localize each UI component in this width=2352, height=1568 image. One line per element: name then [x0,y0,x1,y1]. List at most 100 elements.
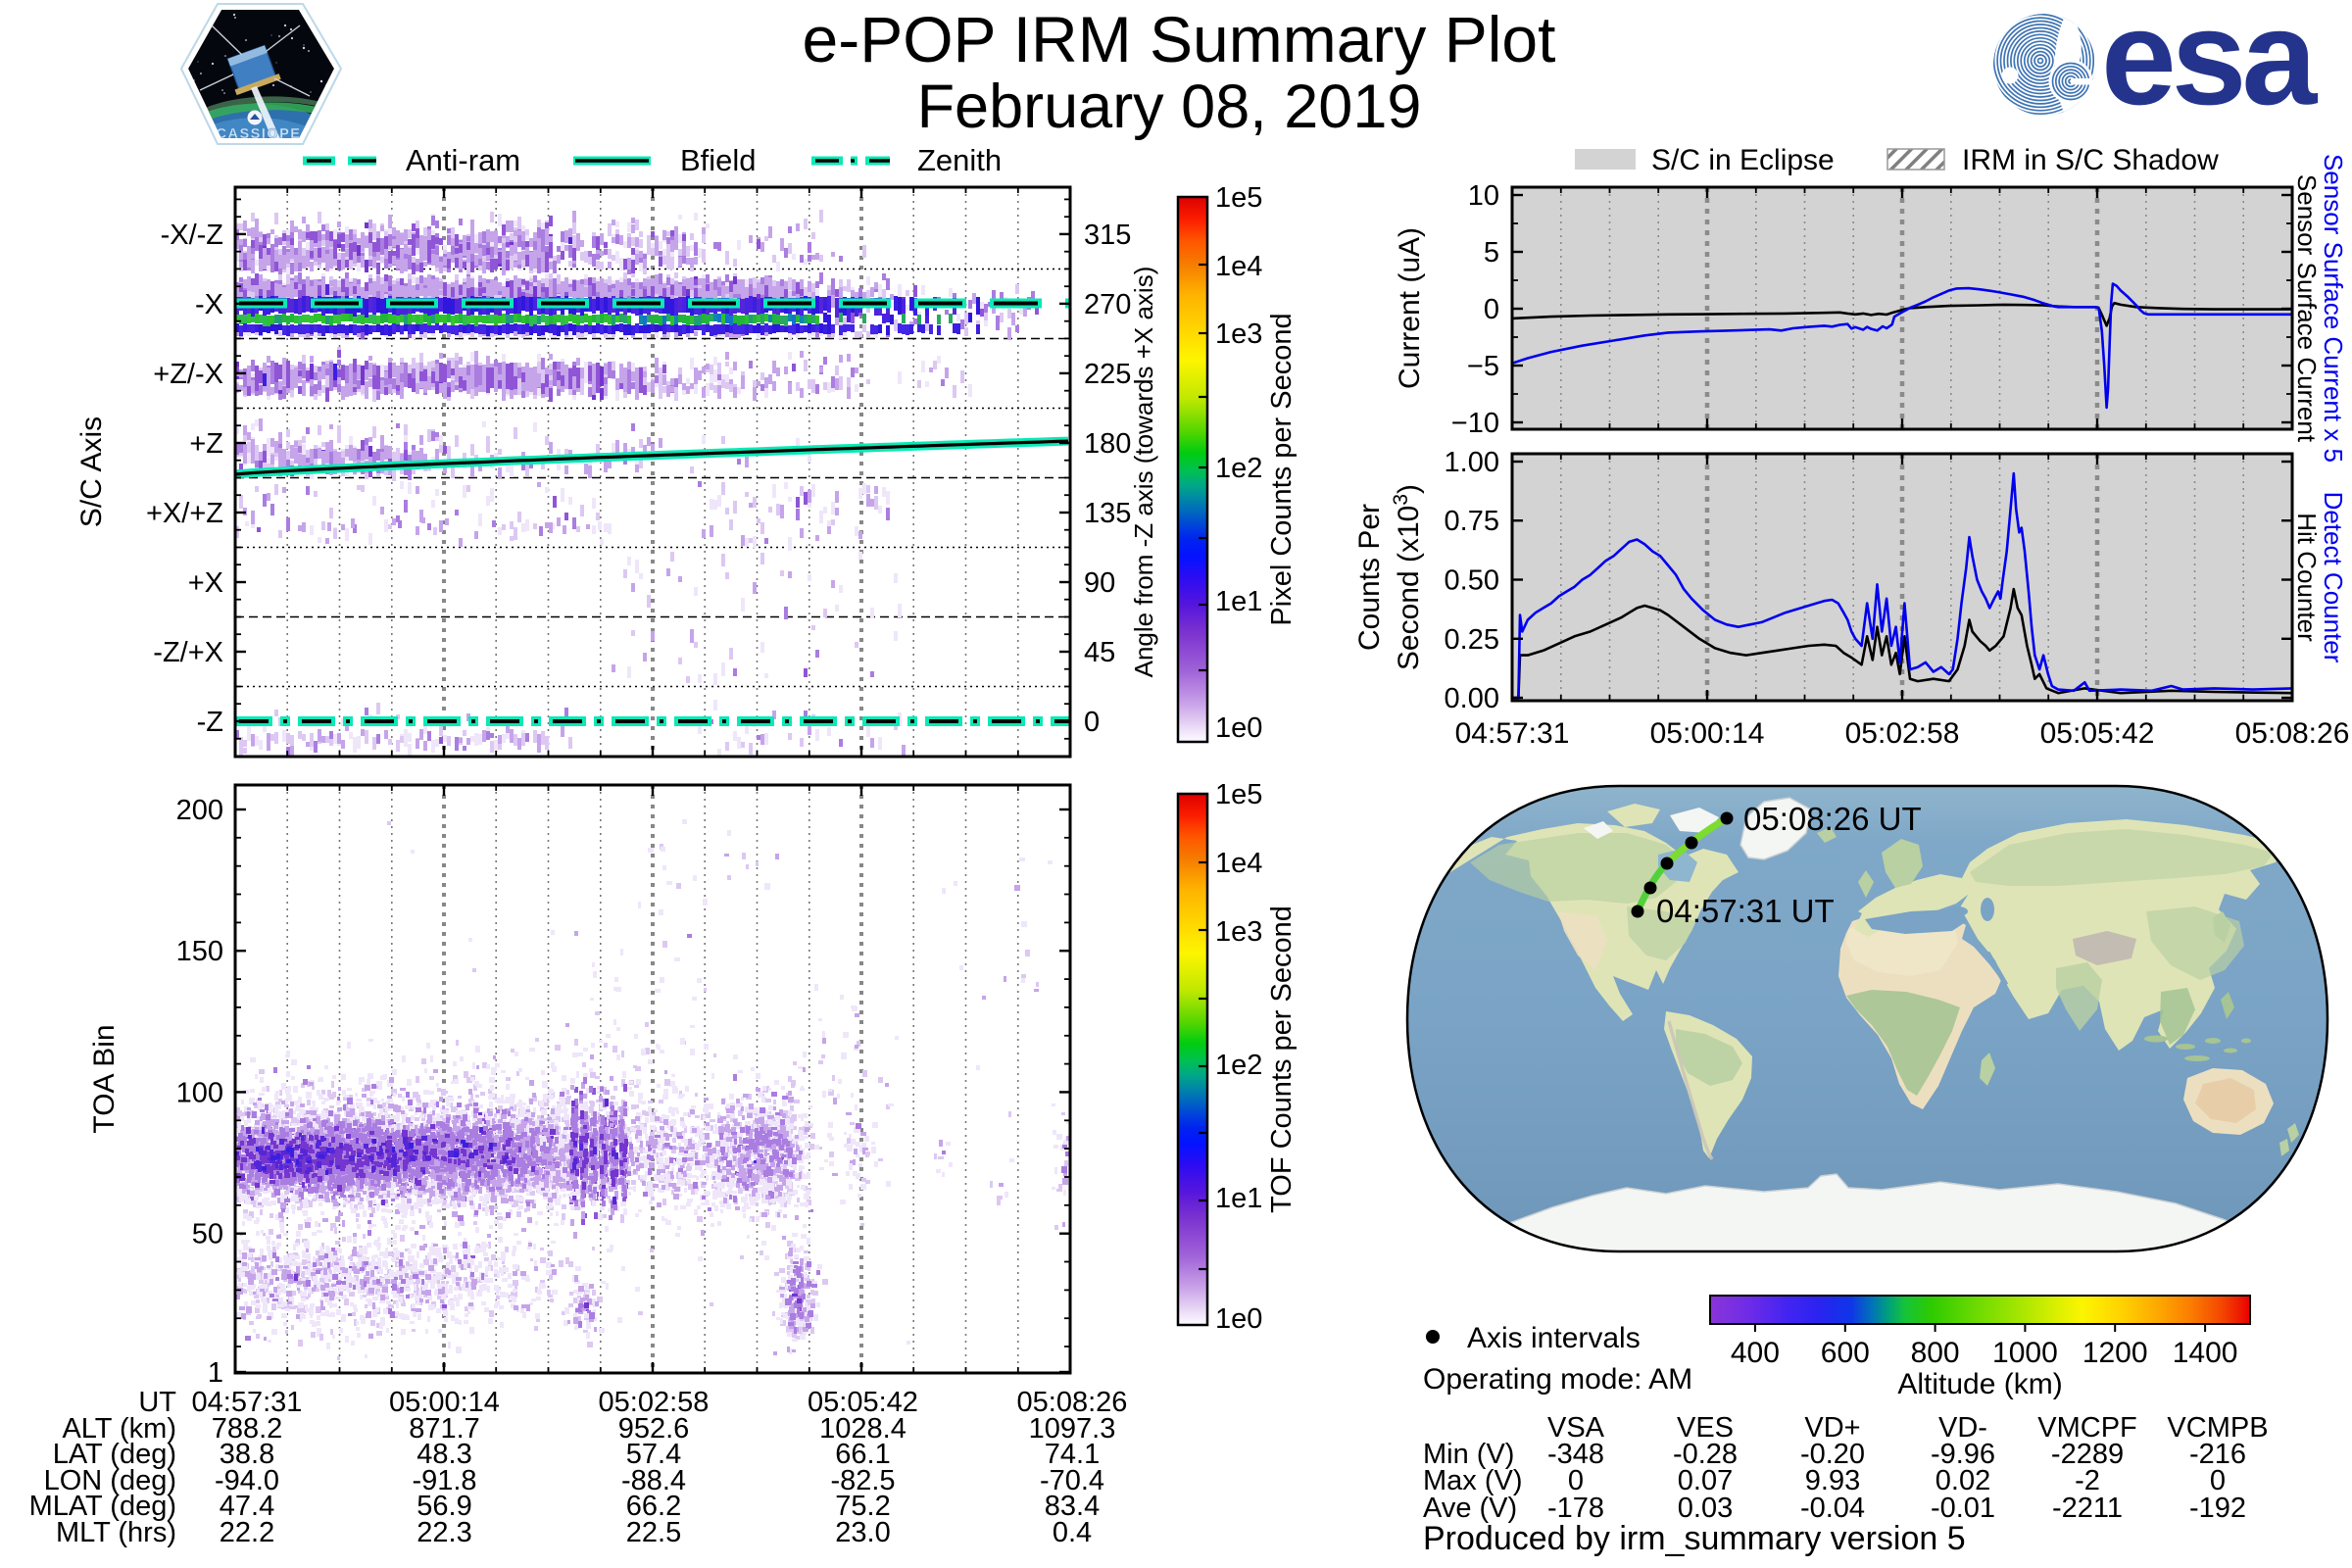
svg-text:+Z: +Z [189,428,223,460]
svg-text:225: 225 [1084,359,1131,390]
svg-text:-Z: -Z [197,707,223,738]
svg-text:VMCPF: VMCPF [2037,1412,2137,1444]
svg-text:56.9: 56.9 [416,1491,471,1522]
svg-text:MLT (hrs): MLT (hrs) [56,1517,176,1548]
svg-text:+Z/-X: +Z/-X [153,359,223,390]
svg-text:1e0: 1e0 [1215,1303,1262,1335]
svg-text:Altitude (km): Altitude (km) [1897,1368,2062,1400]
svg-text:Min (V): Min (V) [1423,1439,1514,1470]
svg-text:CASSIOPE: CASSIOPE [217,126,302,142]
svg-text:04:57:31 UT: 04:57:31 UT [1656,893,1835,929]
svg-text:Anti-ram: Anti-ram [406,143,520,177]
svg-text:1e2: 1e2 [1215,453,1262,484]
svg-text:-2289: -2289 [2051,1439,2124,1470]
svg-text:Angle from -Z axis (towards +X: Angle from -Z axis (towards +X axis) [1129,267,1158,678]
svg-text:Sensor Surface Current: Sensor Surface Current [2292,174,2322,443]
svg-text:100: 100 [176,1077,223,1108]
svg-text:22.3: 22.3 [416,1517,471,1548]
svg-text:Max (V): Max (V) [1423,1465,1523,1496]
svg-text:05:02:58: 05:02:58 [599,1387,710,1418]
svg-text:1e0: 1e0 [1215,712,1262,744]
svg-text:-0.01: -0.01 [1931,1493,1995,1524]
svg-text:ALT (km): ALT (km) [62,1413,176,1445]
svg-text:LON (deg): LON (deg) [44,1465,176,1496]
svg-text:74.1: 74.1 [1045,1439,1100,1470]
svg-text:270: 270 [1084,289,1131,320]
svg-text:180: 180 [1084,428,1131,460]
svg-text:200: 200 [176,795,223,826]
svg-text:0.00: 0.00 [1445,683,1499,714]
svg-text:esa: esa [2101,0,2318,133]
svg-text:0: 0 [2210,1465,2226,1496]
svg-text:-X: -X [195,289,223,320]
svg-text:VCMPB: VCMPB [2167,1412,2268,1444]
svg-text:Zenith: Zenith [917,143,1002,177]
svg-text:0.07: 0.07 [1678,1465,1733,1496]
svg-text:1e1: 1e1 [1215,586,1262,617]
svg-text:-0.04: -0.04 [1800,1493,1865,1524]
svg-text:VD+: VD+ [1804,1412,1860,1444]
svg-text:Second (x103): Second (x103) [1390,484,1425,670]
svg-text:315: 315 [1084,220,1131,251]
svg-text:-91.8: -91.8 [412,1465,476,1496]
svg-text:788.2: 788.2 [212,1413,283,1445]
svg-text:-9.96: -9.96 [1931,1439,1995,1470]
svg-text:1: 1 [208,1357,223,1389]
svg-text:952.6: 952.6 [618,1413,690,1445]
svg-text:Ave (V): Ave (V) [1423,1493,1517,1524]
svg-text:TOF Counts per Second: TOF Counts per Second [1266,906,1298,1213]
svg-text:22.2: 22.2 [220,1517,274,1548]
svg-text:-70.4: -70.4 [1040,1465,1104,1496]
svg-text:1e4: 1e4 [1215,251,1262,282]
svg-text:UT: UT [138,1387,176,1418]
svg-text:Hit Counter: Hit Counter [2292,513,2322,642]
svg-text:-2211: -2211 [2052,1493,2123,1524]
svg-text:-216: -216 [2189,1439,2246,1470]
svg-text:S/C Axis: S/C Axis [75,416,108,527]
svg-text:-2: -2 [2075,1465,2100,1496]
svg-text:0.03: 0.03 [1678,1493,1733,1524]
svg-text:IRM in S/C Shadow: IRM in S/C Shadow [1962,144,2219,176]
svg-text:VES: VES [1677,1412,1734,1444]
svg-text:400: 400 [1731,1337,1780,1369]
svg-text:-192: -192 [2189,1493,2246,1524]
svg-text:05:08:26: 05:08:26 [1017,1387,1128,1418]
svg-text:S/C in Eclipse: S/C in Eclipse [1651,144,1835,176]
svg-text:135: 135 [1084,498,1131,529]
svg-text:05:02:58: 05:02:58 [1845,717,1960,750]
svg-text:04:57:31: 04:57:31 [192,1387,303,1418]
svg-text:-0.28: -0.28 [1673,1439,1738,1470]
svg-text:48.3: 48.3 [416,1439,471,1470]
svg-text:-X/-Z: -X/-Z [161,220,223,251]
svg-text:-94.0: -94.0 [215,1465,279,1496]
svg-text:1400: 1400 [2173,1337,2238,1369]
svg-text:600: 600 [1821,1337,1870,1369]
svg-text:1e3: 1e3 [1215,318,1262,350]
svg-text:-348: -348 [1547,1439,1604,1470]
svg-text:LAT (deg): LAT (deg) [53,1439,176,1470]
svg-text:Sensor Surface Current x 5: Sensor Surface Current x 5 [2319,154,2348,463]
svg-text:0: 0 [1484,294,1499,325]
svg-text:0: 0 [1568,1465,1584,1496]
svg-text:57.4: 57.4 [626,1439,681,1470]
svg-text:23.0: 23.0 [835,1517,890,1548]
svg-text:+X/+Z: +X/+Z [146,498,223,529]
svg-text:05:08:26: 05:08:26 [2235,717,2350,750]
svg-text:83.4: 83.4 [1045,1491,1100,1522]
svg-text:-Z/+X: -Z/+X [153,637,223,668]
svg-text:800: 800 [1911,1337,1960,1369]
svg-text:0.4: 0.4 [1053,1517,1092,1548]
svg-text:871.7: 871.7 [409,1413,480,1445]
svg-text:0.25: 0.25 [1445,624,1499,656]
svg-text:04:57:31: 04:57:31 [1455,717,1570,750]
svg-text:Pixel Counts per Second: Pixel Counts per Second [1266,313,1298,625]
svg-text:1e2: 1e2 [1215,1050,1262,1081]
svg-text:Axis intervals: Axis intervals [1467,1322,1641,1354]
svg-text:10: 10 [1468,180,1499,212]
svg-text:05:08:26 UT: 05:08:26 UT [1743,801,1922,837]
svg-text:05:00:14: 05:00:14 [389,1387,500,1418]
svg-text:22.5: 22.5 [626,1517,681,1548]
svg-text:0: 0 [1084,707,1100,738]
svg-text:Current (uA): Current (uA) [1394,227,1426,389]
svg-text:1.00: 1.00 [1445,447,1499,478]
